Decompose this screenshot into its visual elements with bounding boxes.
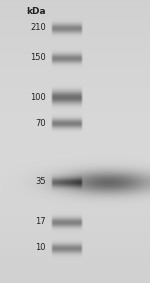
Text: 150: 150 (30, 53, 46, 63)
Text: 70: 70 (35, 119, 46, 128)
Text: 210: 210 (30, 23, 46, 33)
Text: 17: 17 (35, 218, 46, 226)
Text: 10: 10 (36, 243, 46, 252)
Text: 100: 100 (30, 93, 46, 102)
Text: 35: 35 (35, 177, 46, 186)
Text: kDa: kDa (26, 8, 46, 16)
